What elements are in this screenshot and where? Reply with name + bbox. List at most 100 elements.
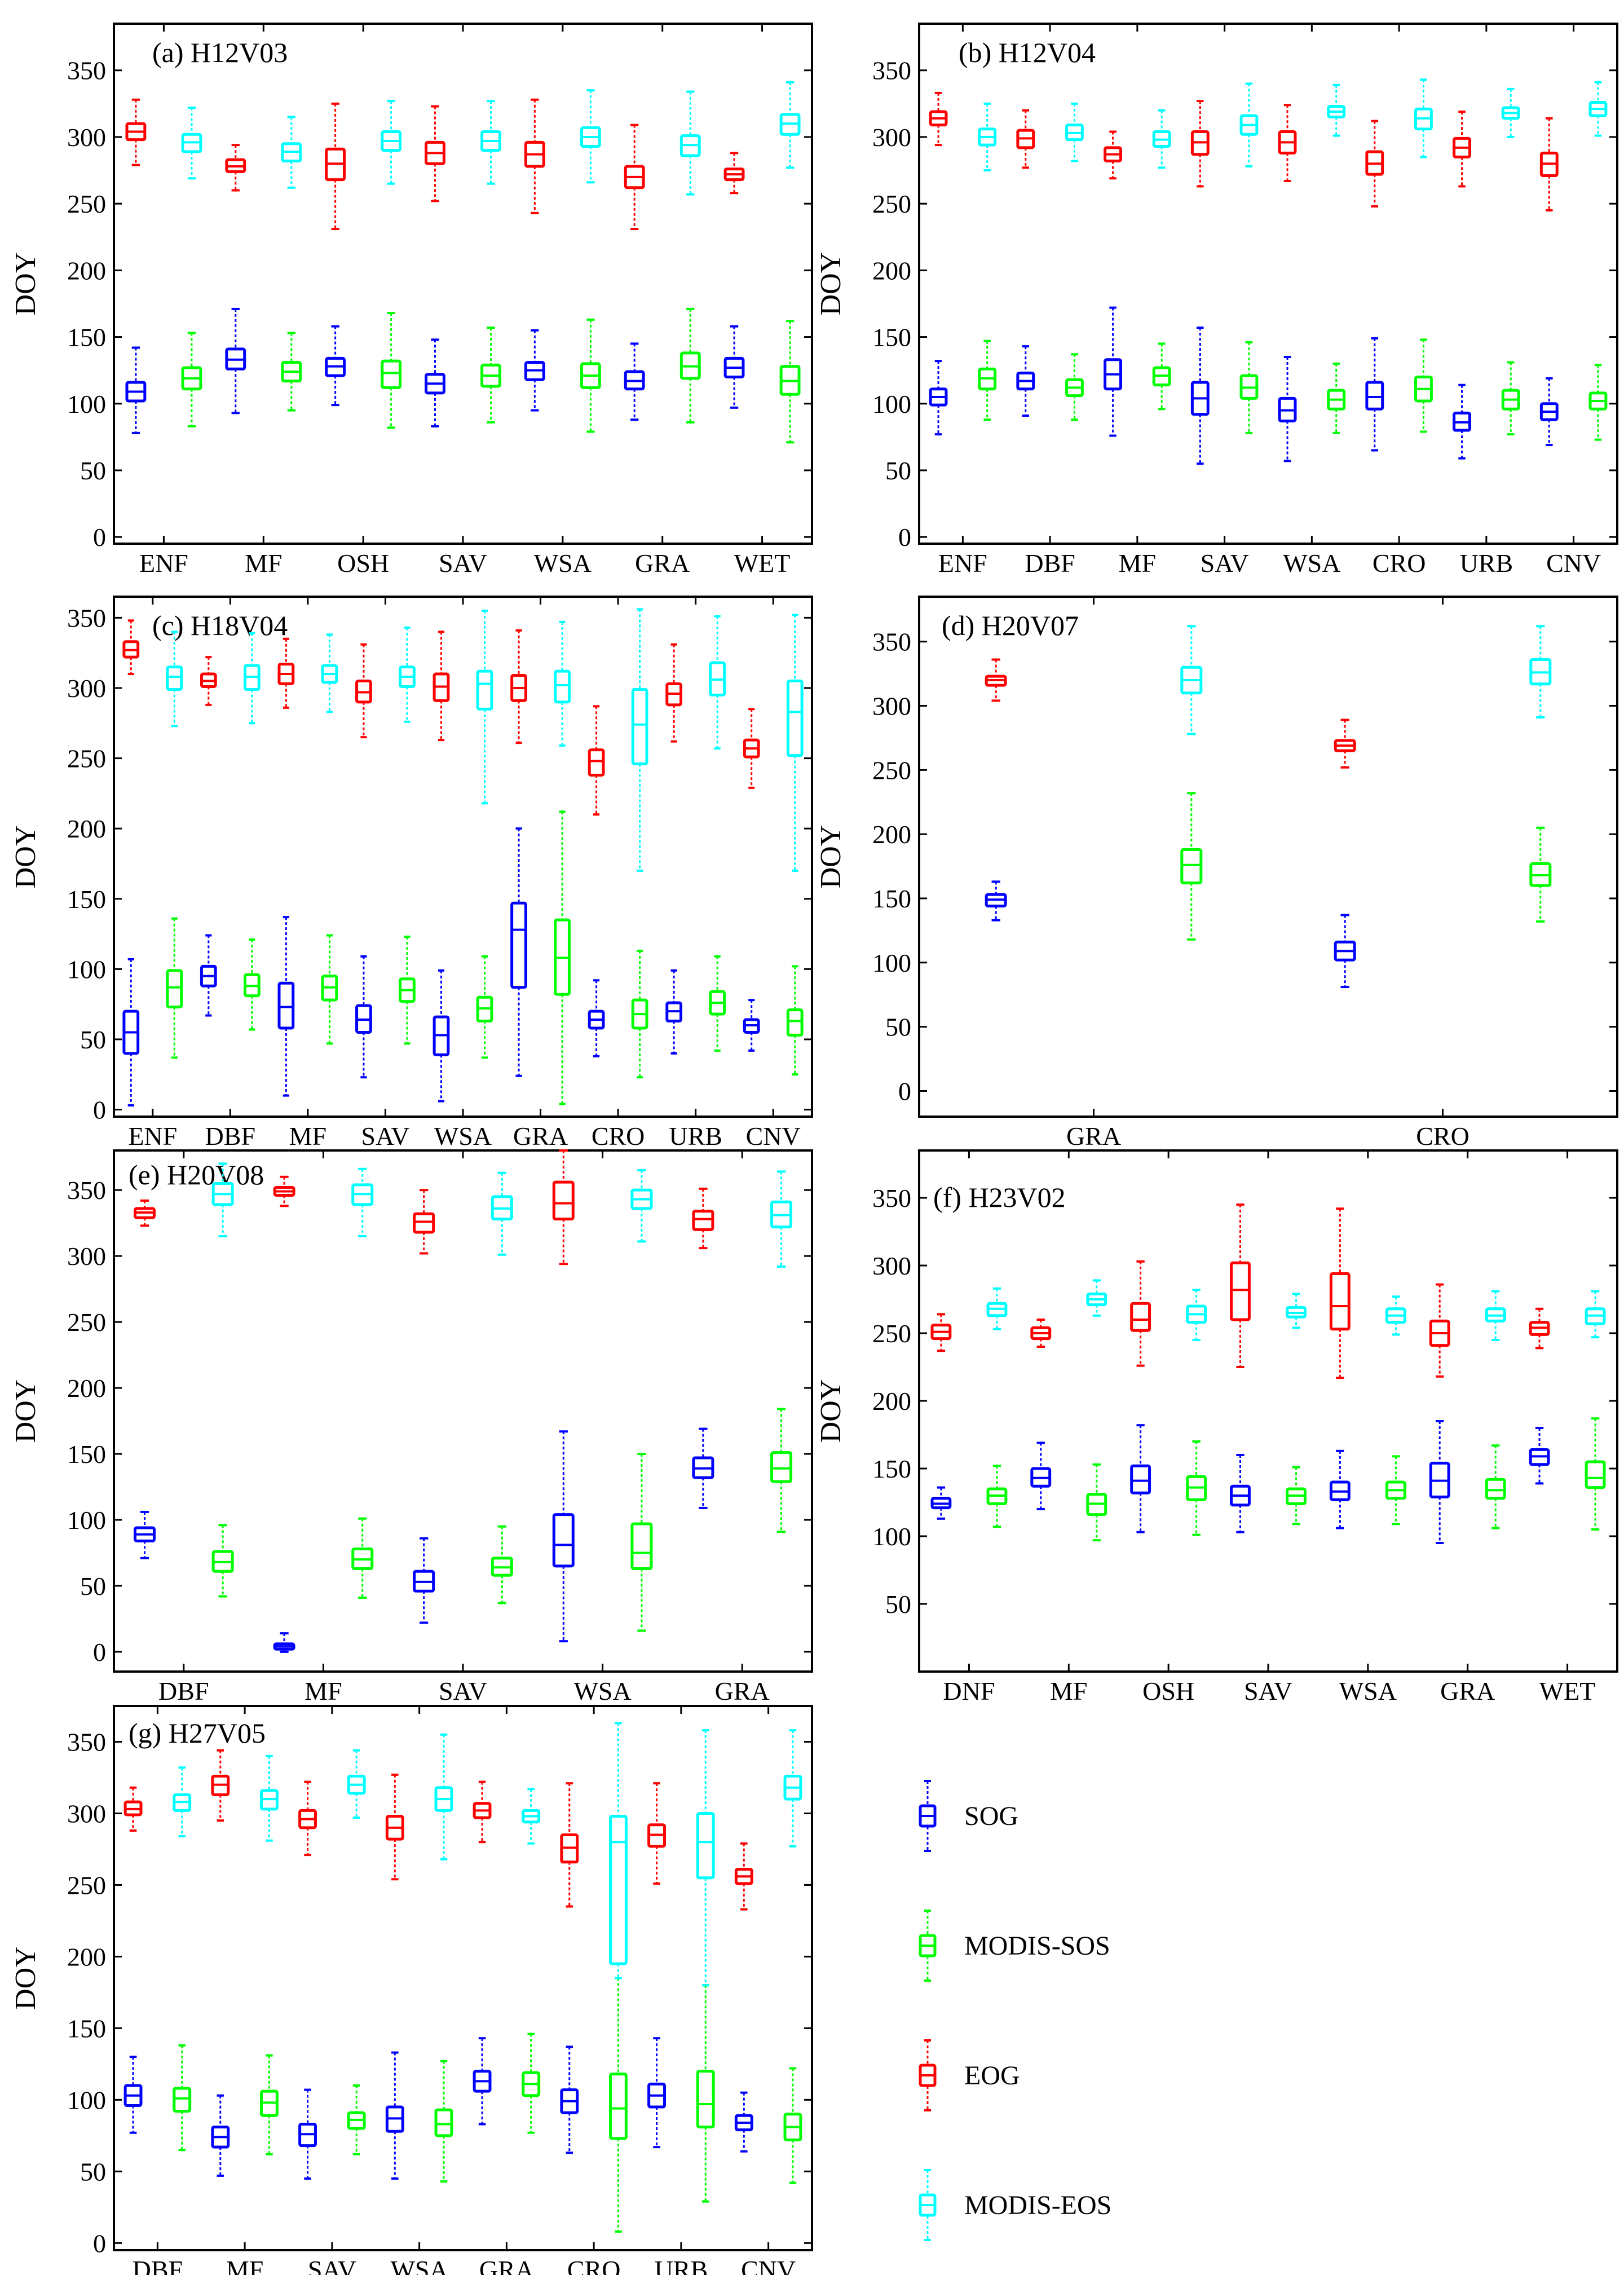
y-tick-label: 200	[872, 1387, 911, 1416]
x-tick-label: SAV	[439, 549, 487, 577]
x-tick-label: GRA	[479, 2255, 534, 2275]
x-tick-label: URB	[1460, 549, 1513, 577]
box	[630, 1522, 653, 1571]
box-modis-sos-cro	[1414, 338, 1433, 433]
box-modis-eos-sav	[1239, 82, 1259, 167]
box-modis-sos-sav	[1286, 1466, 1307, 1526]
box-modis-sos-mf	[281, 332, 302, 412]
panel-h23v02: 50 100 150 200 250 300 350 DOY (f) H23V02 DNF MF OS…	[815, 1149, 1618, 1705]
box-eog-osh	[1130, 1260, 1151, 1367]
legend-item-eog: EOG	[919, 2039, 1020, 2111]
y-tick-label: 250	[67, 1871, 106, 1899]
box-sog-wsa	[552, 1430, 575, 1643]
box-modis-eos-urb	[1501, 87, 1520, 138]
box-modis-eos-wet	[1585, 1290, 1606, 1339]
box	[631, 687, 648, 766]
y-axis-label: DOY	[10, 825, 42, 889]
x-tick-label: CNV	[741, 2255, 796, 2275]
box-modis-eos-cro	[1414, 78, 1433, 158]
y-tick-label: 350	[872, 1184, 911, 1213]
box-sog-sav	[425, 338, 445, 427]
x-tick-label: DNF	[943, 1677, 995, 1705]
box-eog-wsa	[433, 631, 450, 742]
box-sog-gra	[624, 342, 645, 421]
x-tick-label: URB	[669, 1122, 722, 1150]
box-sog-dbf	[123, 2056, 143, 2134]
box-modis-sos-gra	[679, 307, 701, 424]
box-modis-eos-mf	[321, 633, 338, 713]
y-tick-label: 250	[67, 189, 106, 218]
box-sog-cnv	[1539, 377, 1559, 447]
box-sog-enf	[929, 360, 948, 436]
panel-title: (d) H20V07	[942, 610, 1079, 641]
box	[770, 1451, 793, 1483]
y-tick-label: 200	[67, 1942, 106, 1971]
box-modis-sos-dnf	[986, 1465, 1008, 1528]
box	[588, 748, 605, 777]
box-modis-eos-dbf	[1065, 102, 1084, 162]
box-eog-gra	[692, 1187, 714, 1250]
box-eog-gra	[510, 629, 527, 744]
box-modis-sos-sav	[347, 2084, 366, 2155]
y-tick-label: 350	[872, 628, 911, 656]
box-modis-eos-urb	[709, 615, 726, 750]
box-modis-sos-gra	[1180, 792, 1203, 941]
box-modis-eos-urb	[696, 1729, 715, 1987]
box-modis-sos-dbf	[243, 938, 261, 1031]
box-eog-sav	[425, 105, 445, 202]
y-tick-label: 200	[872, 256, 911, 285]
x-tick-label: OSH	[1142, 1677, 1194, 1705]
box	[1365, 381, 1384, 411]
box	[696, 1811, 715, 1880]
box-sog-gra	[473, 2037, 492, 2126]
x-tick-label: MF	[245, 549, 282, 577]
box-modis-eos-cnv	[783, 1729, 802, 1848]
box-eog-wet	[723, 152, 745, 195]
box-modis-sos-cro	[1529, 826, 1552, 923]
box-modis-sos-dbf	[173, 2044, 192, 2151]
x-tick-label: CRO	[592, 1122, 645, 1150]
box-modis-eos-wsa	[1327, 83, 1346, 137]
box-modis-eos-mf	[351, 1167, 374, 1238]
x-tick-label: OSH	[337, 549, 389, 577]
x-tick-label: SAV	[361, 1122, 409, 1150]
box-eog-cro	[588, 705, 605, 816]
box-modis-sos-enf	[181, 332, 202, 427]
y-tick-label: 50	[885, 1013, 911, 1042]
box-sog-mf	[273, 1632, 295, 1653]
box-sog-enf	[122, 958, 140, 1107]
box-eog-enf	[929, 91, 948, 147]
box-sog-dbf	[200, 934, 217, 1017]
box-sog-cro	[560, 2045, 579, 2154]
y-tick-label: 150	[67, 1440, 106, 1469]
box-sog-sav	[355, 955, 372, 1079]
plot-frame	[918, 1149, 1618, 1673]
box-sog-cnv	[734, 2091, 753, 2153]
y-tick-label: 300	[67, 123, 106, 152]
box-modis-sos-wsa	[434, 2060, 453, 2183]
box-modis-sos-gra	[770, 1408, 793, 1533]
box-sog-gra	[692, 1427, 714, 1509]
y-tick-label: 50	[80, 2157, 106, 2186]
box-eog-mf	[273, 1175, 295, 1207]
box	[381, 359, 402, 389]
x-tick-label: MF	[1050, 1677, 1087, 1705]
y-tick-label: 250	[872, 756, 911, 784]
x-tick-label: WET	[734, 549, 791, 577]
y-tick-label: 250	[67, 744, 106, 773]
box-eog-wsa	[552, 1149, 575, 1266]
y-tick-label: 350	[872, 56, 911, 85]
plot-frame	[113, 596, 813, 1118]
y-tick-label: 200	[67, 814, 106, 843]
box-eog-sav	[1190, 100, 1210, 188]
box-sog-urb	[665, 969, 683, 1055]
box-sog-gra	[985, 880, 1007, 922]
y-tick-label: 250	[872, 189, 911, 218]
box	[1180, 848, 1203, 885]
box-modis-sos-mf	[321, 934, 338, 1045]
box-sog-mf	[211, 2094, 230, 2177]
box-modis-eos-gra	[770, 1170, 793, 1268]
plot-frame	[918, 596, 1618, 1118]
y-tick-label: 300	[67, 1242, 106, 1271]
box-modis-eos-enf	[166, 631, 183, 728]
